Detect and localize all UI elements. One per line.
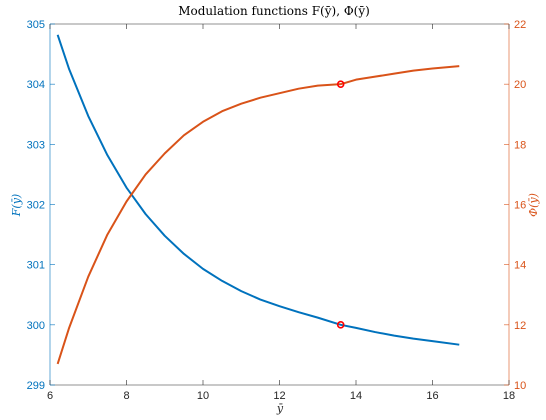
y-right-tick-label: 12 [514, 320, 526, 332]
series-line-phi [56, 65, 460, 365]
x-axis-label: ȳ [276, 402, 284, 415]
x-tick-label: 14 [350, 390, 362, 402]
x-tick-label: 18 [503, 390, 515, 402]
x-tick-label: 6 [47, 390, 53, 402]
ticks-layer: 6 8 10 12 14 16 18 299 300 301 302 303 304 305 10 12 14 1… [27, 19, 527, 402]
series-layer [56, 34, 460, 365]
y-left-tick-label: 299 [27, 380, 45, 392]
y-left-tick-label: 302 [27, 200, 45, 212]
y-left-tick-label: 305 [27, 19, 45, 31]
marker-layer [336, 80, 345, 329]
y-left-tick-label: 301 [27, 260, 45, 272]
y-right-tick-label: 14 [514, 260, 526, 272]
chart-title: Modulation functions F(ȳ), Φ(ȳ) [178, 4, 370, 18]
y-left-tick-label: 303 [27, 139, 45, 151]
y-right-tick-label: 10 [514, 380, 526, 392]
x-tick-label: 16 [426, 390, 438, 402]
y-left-tick-label: 304 [27, 79, 45, 91]
y-axis-label-left: F(ȳ) [10, 194, 23, 217]
x-tick-label: 12 [273, 390, 285, 402]
series-line-f [56, 34, 460, 346]
marker-point-f [336, 321, 345, 329]
y-right-tick-label: 18 [514, 139, 526, 151]
plot-frame [49, 23, 510, 386]
x-tick-label: 8 [123, 390, 129, 402]
y-right-tick-label: 22 [514, 19, 526, 31]
marker-point-phi [336, 80, 345, 88]
y-right-tick-label: 20 [514, 79, 526, 91]
y-left-tick-label: 300 [27, 320, 45, 332]
x-tick-label: 10 [197, 390, 209, 402]
y-right-tick-label: 16 [514, 200, 526, 212]
y-axis-label-right: Φ(ȳ) [527, 193, 540, 217]
